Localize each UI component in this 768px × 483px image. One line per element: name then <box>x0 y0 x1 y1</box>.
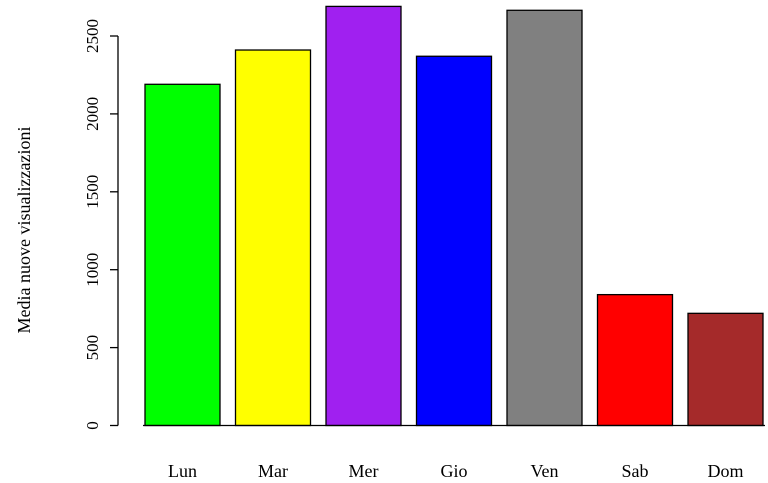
x-tick-label-gio: Gio <box>441 461 468 481</box>
x-tick-label-lun: Lun <box>168 461 197 481</box>
x-tick-label-mar: Mar <box>258 461 288 481</box>
y-axis-title: Media nuove visualizzazioni <box>14 127 34 334</box>
y-tick-label-0: 0 <box>83 421 102 430</box>
bars-layer <box>143 5 765 427</box>
bar-sab <box>596 293 674 427</box>
x-tick-label-mer: Mer <box>349 461 379 481</box>
bar-gio <box>415 55 493 427</box>
y-tick-label-2500: 2500 <box>83 19 102 53</box>
bar-ven <box>506 9 583 427</box>
bar-mer <box>325 5 402 427</box>
bar-dom <box>687 312 764 427</box>
y-tick-label-1000: 1000 <box>83 253 102 287</box>
bar-mar <box>234 49 312 427</box>
x-tick-label-ven: Ven <box>531 461 559 481</box>
y-axis: 0 500 1000 1500 2000 2500 <box>83 19 119 430</box>
y-tick-label-1500: 1500 <box>83 175 102 209</box>
x-tick-label-sab: Sab <box>622 461 649 481</box>
y-tick-label-500: 500 <box>83 335 102 361</box>
bar-lun <box>144 83 221 427</box>
x-tick-label-dom: Dom <box>708 461 744 481</box>
x-axis-labels: Lun Mar Mer Gio Ven Sab Dom <box>168 461 744 481</box>
y-tick-label-2000: 2000 <box>83 97 102 131</box>
